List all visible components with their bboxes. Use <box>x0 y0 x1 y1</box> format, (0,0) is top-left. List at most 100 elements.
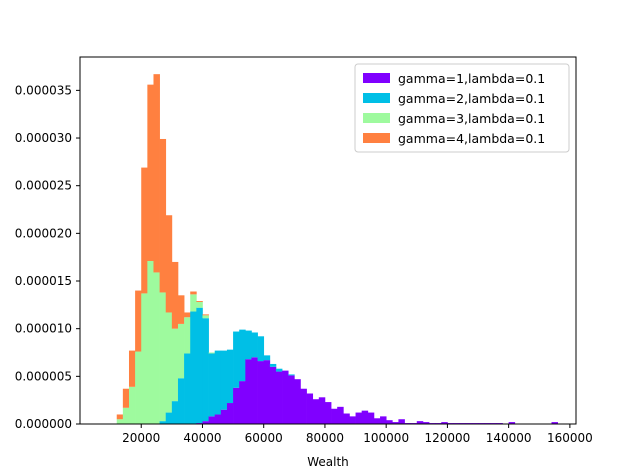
bar-series-1-bin-154000 <box>551 422 558 424</box>
bar-series-1-bin-104000 <box>398 419 405 424</box>
legend-swatch-2 <box>363 93 390 103</box>
bar-series-1-bin-72000 <box>300 388 307 424</box>
bar-series-2-bin-28000 <box>165 412 173 424</box>
bar-series-3-bin-18000 <box>135 351 142 424</box>
bar-series-2-bin-54000 <box>245 330 252 360</box>
legend-swatch-1 <box>363 73 390 83</box>
bar-series-4-bin-32000 <box>177 295 185 324</box>
bar-series-1-bin-68000 <box>288 375 295 424</box>
x-tick-label: 20000 <box>122 431 160 445</box>
bar-series-4-bin-36000 <box>190 291 197 295</box>
bar-series-4-bin-12000 <box>116 414 124 420</box>
bar-series-2-bin-68000 <box>288 374 295 376</box>
bar-series-3-bin-26000 <box>159 292 167 422</box>
bar-series-4-bin-38000 <box>196 301 203 302</box>
bar-series-4-bin-20000 <box>141 167 148 294</box>
bar-series-4-bin-40000 <box>202 314 209 316</box>
bar-series-1-bin-56000 <box>251 357 258 424</box>
bar-series-1-bin-62000 <box>269 366 277 424</box>
bar-series-1-bin-66000 <box>282 370 289 424</box>
bar-series-1-bin-98000 <box>380 416 387 424</box>
x-tick-label: 140000 <box>486 431 532 445</box>
x-axis-ticks: 20000 40000 60000 80000 100000 120000 140000 16… <box>122 424 593 445</box>
bar-series-2-bin-30000 <box>171 401 179 424</box>
bar-series-1-bin-80000 <box>324 402 332 424</box>
bar-series-1-bin-58000 <box>257 361 265 424</box>
legend-label-3: gamma=3,lambda=0.1 <box>398 111 545 126</box>
bar-series-4-bin-18000 <box>135 290 142 352</box>
bar-series-2-bin-46000 <box>220 350 228 410</box>
bar-series-1-bin-84000 <box>337 406 344 424</box>
bar-series-3-bin-36000 <box>190 294 197 312</box>
bar-series-1-bin-46000 <box>220 409 228 424</box>
x-tick-label: 100000 <box>363 431 409 445</box>
y-tick-label: 0.000030 <box>15 131 72 145</box>
bar-series-1-bin-102000 <box>392 422 399 424</box>
bar-series-4-bin-26000 <box>159 138 167 293</box>
bar-series-2-bin-42000 <box>208 353 216 417</box>
bar-series-1-bin-78000 <box>318 397 326 424</box>
legend-swatch-4 <box>363 133 390 143</box>
histogram-bars <box>116 74 558 424</box>
axes-frame <box>79 56 577 425</box>
bar-series-2-bin-44000 <box>214 350 222 415</box>
bar-series-1-bin-60000 <box>263 360 271 424</box>
bar-series-1-bin-140000 <box>508 422 516 424</box>
bar-series-4-bin-28000 <box>165 215 173 313</box>
bar-series-1-bin-64000 <box>275 371 283 424</box>
bar-series-1-bin-118000 <box>441 422 448 424</box>
bar-series-1-bin-110000 <box>416 421 424 424</box>
y-tick-label: 0.000000 <box>15 417 72 431</box>
y-tick-label: 0.000020 <box>15 226 72 240</box>
legend-label-2: gamma=2,lambda=0.1 <box>398 91 545 106</box>
bar-series-1-bin-76000 <box>312 399 320 424</box>
bar-series-3-bin-16000 <box>128 386 136 424</box>
bar-series-2-bin-58000 <box>257 336 265 362</box>
legend-box <box>354 63 570 153</box>
bar-series-3-bin-20000 <box>141 293 148 424</box>
bar-series-1-bin-48000 <box>226 403 234 424</box>
bar-series-3-bin-14000 <box>122 407 130 424</box>
bar-series-2-bin-60000 <box>263 355 271 361</box>
x-tick-label: 60000 <box>245 431 283 445</box>
bar-series-1-bin-92000 <box>361 410 369 424</box>
bar-series-1-bin-96000 <box>373 418 381 424</box>
bar-series-2-bin-34000 <box>184 353 191 424</box>
x-axis-label: Wealth <box>307 455 349 469</box>
bar-series-2-bin-50000 <box>233 331 240 388</box>
bar-series-3-bin-22000 <box>147 260 154 424</box>
bar-series-1-bin-82000 <box>331 408 338 424</box>
y-tick-label: 0.000015 <box>15 274 72 288</box>
bar-series-2-bin-32000 <box>177 378 185 424</box>
y-tick-label: 0.000025 <box>15 179 72 193</box>
bar-series-2-bin-40000 <box>202 318 209 422</box>
x-tick-label: 120000 <box>425 431 471 445</box>
bar-series-4-bin-30000 <box>171 261 179 329</box>
bar-series-1-bin-42000 <box>208 416 216 424</box>
bar-series-1-bin-94000 <box>367 412 375 424</box>
bar-series-2-bin-64000 <box>275 368 283 372</box>
bar-series-3-bin-38000 <box>196 301 203 308</box>
legend-label-4: gamma=4,lambda=0.1 <box>398 131 545 146</box>
bar-series-1-bin-90000 <box>355 412 363 424</box>
bar-series-1-bin-54000 <box>245 359 252 424</box>
bar-series-2-bin-38000 <box>196 307 203 424</box>
x-tick-label: 40000 <box>183 431 221 445</box>
x-tick-label: 160000 <box>547 431 593 445</box>
legend: gamma=1,lambda=0.1 gamma=2,lambda=0.1 gamm… <box>354 63 570 153</box>
bar-series-1-bin-74000 <box>306 393 314 424</box>
y-tick-label: 0.000035 <box>15 83 72 97</box>
bar-series-2-bin-26000 <box>159 421 167 424</box>
bar-series-4-bin-14000 <box>122 388 130 408</box>
bar-series-1-bin-86000 <box>343 413 350 424</box>
bar-series-3-bin-12000 <box>116 419 124 424</box>
bar-series-4-bin-24000 <box>153 74 160 273</box>
y-axis-ticks: 0.000000 0.000005 0.000010 0.000015 0.000020… <box>15 83 80 431</box>
bar-series-2-bin-36000 <box>190 311 197 424</box>
bar-series-2-bin-52000 <box>239 329 246 382</box>
legend-label-1: gamma=1,lambda=0.1 <box>398 71 545 86</box>
bar-series-3-bin-42000 <box>208 352 216 354</box>
bar-series-1-bin-112000 <box>422 422 430 424</box>
bar-series-1-bin-70000 <box>294 379 301 424</box>
